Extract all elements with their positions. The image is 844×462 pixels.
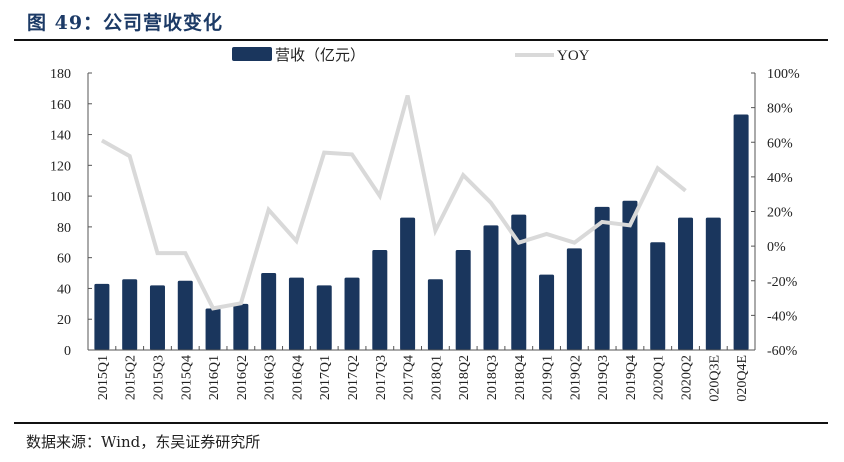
revenue-bar <box>566 248 582 350</box>
right-y-axis: -60% -40% -20% 0% 20% 40% 60% 80% 100% <box>751 67 800 359</box>
x-tick-label: 2016Q1 <box>207 355 222 400</box>
x-tick-label: 2019Q1 <box>541 355 556 400</box>
left-tick-label: 140 <box>50 129 71 144</box>
top-divider <box>14 39 828 41</box>
x-tick-label: 2016Q2 <box>235 355 250 400</box>
x-tick-label: 2017Q4 <box>402 355 417 400</box>
left-tick-label: 180 <box>50 67 71 82</box>
legend-bar-label: 营收（亿元） <box>275 47 365 64</box>
revenue-bar <box>539 274 555 350</box>
right-tick-label: 40% <box>767 171 793 186</box>
left-tick-label: 20 <box>57 313 71 328</box>
revenue-bars <box>94 114 749 350</box>
left-tick-label: 40 <box>57 282 71 297</box>
source-note: 数据来源：Wind，东吴证券研究所 <box>26 433 261 451</box>
left-y-axis: 0 20 40 60 80 100 120 140 160 180 <box>50 67 92 359</box>
revenue-bar <box>483 225 499 350</box>
left-tick-label: 100 <box>50 190 71 205</box>
revenue-bar <box>678 217 694 350</box>
revenue-bar <box>650 242 666 350</box>
x-tick-label: 2015Q3 <box>151 355 166 400</box>
revenue-bar <box>261 273 277 350</box>
revenue-bar <box>177 280 193 350</box>
x-tick-label: 2016Q3 <box>263 355 278 400</box>
left-tick-label: 120 <box>50 159 71 174</box>
x-tick-label: 2018Q2 <box>457 355 472 400</box>
revenue-bar <box>205 308 221 350</box>
revenue-bar <box>149 285 165 350</box>
x-tick-label: 2019Q2 <box>568 355 583 400</box>
x-tick-label: 2017Q1 <box>318 355 333 400</box>
x-tick-label: 2018Q3 <box>485 355 500 400</box>
x-tick-label: 020Q4E <box>735 355 750 402</box>
left-tick-label: 0 <box>64 344 71 359</box>
x-tick-label: 2020Q1 <box>652 355 667 400</box>
right-tick-label: 60% <box>767 136 793 151</box>
legend: 营收（亿元） YOY <box>232 47 590 64</box>
right-tick-label: 100% <box>767 67 800 82</box>
left-tick-label: 60 <box>57 252 71 267</box>
x-tick-label: 2019Q4 <box>624 355 639 400</box>
right-tick-label: 20% <box>767 206 793 221</box>
yoy-polyline <box>100 94 687 311</box>
legend-line-label: YOY <box>557 48 590 64</box>
x-tick-label: 2016Q4 <box>290 355 305 400</box>
x-axis: 2015Q1 2015Q2 2015Q3 2015Q4 2016Q1 2016Q2 2016… <box>88 346 755 402</box>
x-tick-label: 2019Q3 <box>596 355 611 400</box>
x-tick-label: 2018Q4 <box>513 355 528 400</box>
bottom-divider <box>14 422 828 424</box>
right-tick-label: 80% <box>767 102 793 117</box>
right-tick-label: 0% <box>767 240 786 255</box>
revenue-bar <box>427 279 443 350</box>
revenue-bar <box>733 114 749 350</box>
left-tick-label: 160 <box>50 98 71 113</box>
right-tick-label: -20% <box>767 275 798 290</box>
revenue-bar <box>372 249 388 350</box>
x-tick-label: 2015Q1 <box>96 355 111 400</box>
revenue-bar <box>594 206 610 350</box>
revenue-bar <box>344 277 360 350</box>
revenue-bar <box>622 200 638 350</box>
yoy-line <box>100 94 687 311</box>
chart-title: 图 49：公司营收变化 <box>27 12 224 34</box>
x-tick-label: 2018Q1 <box>429 355 444 400</box>
revenue-bar <box>233 303 249 350</box>
x-tick-label: 2020Q2 <box>680 355 695 400</box>
revenue-bar <box>94 283 110 350</box>
right-tick-label: -40% <box>767 309 798 324</box>
legend-bar-swatch <box>232 47 272 61</box>
x-tick-label: 020Q3E <box>707 355 722 402</box>
revenue-bar <box>705 217 721 350</box>
revenue-bar <box>400 217 416 350</box>
left-tick-label: 80 <box>57 221 71 236</box>
revenue-bar <box>288 277 304 350</box>
right-tick-label: -60% <box>767 344 798 359</box>
revenue-bar <box>455 249 471 350</box>
x-tick-label: 2015Q4 <box>179 355 194 400</box>
x-tick-label: 2017Q2 <box>346 355 361 400</box>
revenue-bar <box>122 279 138 350</box>
x-tick-label: 2015Q2 <box>124 355 139 400</box>
revenue-bar <box>316 285 332 350</box>
revenue-bar <box>511 214 527 350</box>
x-tick-label: 2017Q3 <box>374 355 389 400</box>
